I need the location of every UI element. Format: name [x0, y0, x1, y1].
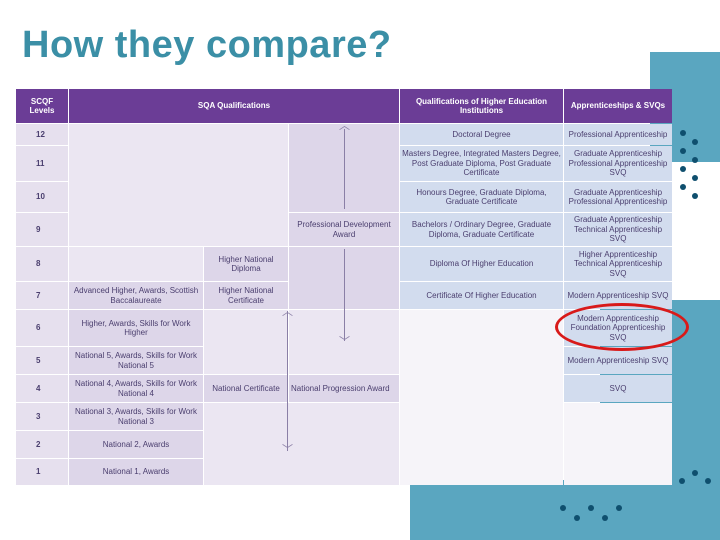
app-level8-cell: Higher Apprenticeship Technical Apprenti…	[564, 247, 672, 281]
sqa-hnc-cell: Higher National Certificate	[204, 282, 288, 309]
decorative-dot	[588, 505, 594, 511]
scqf-framework-table: SCQF Levels SQA Qualifications Qualifica…	[16, 89, 672, 485]
level-8: 8	[16, 247, 68, 281]
he-level12-cell: Doctoral Degree	[400, 124, 563, 145]
he-level10-cell: Honours Degree, Graduate Diploma, Gradua…	[400, 182, 563, 212]
level-5: 5	[16, 347, 68, 374]
header-higher-education: Qualifications of Higher Education Insti…	[400, 89, 563, 123]
sqa-level6-cell: Higher, Awards, Skills for Work Higher	[69, 310, 203, 346]
sqa-pda-cell: Professional Development Award	[289, 213, 399, 246]
level-9: 9	[16, 213, 68, 246]
sqa-hnd-cell: Higher National Diploma	[204, 247, 288, 281]
decorative-dot	[680, 184, 686, 190]
app-level11-cell: Graduate Apprenticeship Professional App…	[564, 146, 672, 181]
app-level5-cell: Modern Apprenticeship SVQ	[564, 347, 672, 374]
app-level12-cell: Professional Apprenticeship	[564, 124, 672, 145]
decorative-dot	[616, 505, 622, 511]
decorative-dot	[560, 505, 566, 511]
decorative-dot	[680, 166, 686, 172]
decorative-dot	[692, 157, 698, 163]
decorative-dot	[705, 478, 711, 484]
decorative-dot	[679, 478, 685, 484]
sqa-empty-l8	[69, 247, 203, 281]
sqa-level7-cell: Advanced Higher, Awards, Scottish Baccal…	[69, 282, 203, 309]
arrow-up-icon: ︿	[339, 120, 350, 132]
decorative-dot	[602, 515, 608, 521]
header-apprenticeships: Apprenticeships & SVQs	[564, 89, 672, 123]
he-level7-cell: Certificate Of Higher Education	[400, 282, 563, 309]
level-1: 1	[16, 459, 68, 485]
header-scqf-levels: SCQF Levels	[16, 89, 68, 123]
header-sqa-qualifications: SQA Qualifications	[69, 89, 399, 123]
level-7: 7	[16, 282, 68, 309]
he-level8-cell: Diploma Of Higher Education	[400, 247, 563, 281]
level-12: 12	[16, 124, 68, 145]
he-level9-cell: Bachelors / Ordinary Degree, Graduate Di…	[400, 213, 563, 246]
sqa-level3-cell: National 3, Awards, Skills for Work Nati…	[69, 403, 203, 430]
sqa-level4-cell: National 4, Awards, Skills for Work Nati…	[69, 375, 203, 402]
app-level10-cell: Graduate Apprenticeship Professional App…	[564, 182, 672, 212]
decorative-dot	[692, 193, 698, 199]
sqa-level5-cell: National 5, Awards, Skills for Work Nati…	[69, 347, 203, 374]
sqa-npa-cell: National Progression Award	[289, 375, 399, 402]
slide-title: How they compare?	[22, 24, 392, 66]
decorative-dot	[574, 515, 580, 521]
level-11: 11	[16, 146, 68, 181]
arrow-down-icon: ﹀	[339, 336, 350, 348]
sqa-empty-lower	[204, 403, 399, 485]
decorative-dot	[680, 148, 686, 154]
app-level9-cell: Graduate Apprenticeship Technical Appren…	[564, 213, 672, 246]
sqa-nc-cell: National Certificate	[204, 375, 288, 402]
level-3: 3	[16, 403, 68, 430]
decorative-dot	[692, 175, 698, 181]
app-empty-lower	[564, 403, 672, 485]
highlight-circle	[555, 303, 689, 351]
decorative-dot	[692, 470, 698, 476]
range-arrow-line	[287, 311, 288, 451]
decorative-dot	[692, 139, 698, 145]
level-6: 6	[16, 310, 68, 346]
sqa-empty-upper	[69, 124, 288, 246]
he-empty-lower	[400, 310, 563, 485]
range-arrow-line	[344, 249, 345, 341]
level-10: 10	[16, 182, 68, 212]
level-2: 2	[16, 431, 68, 458]
sqa-empty-l6	[204, 310, 288, 374]
decorative-dot	[680, 130, 686, 136]
he-level11-cell: Masters Degree, Integrated Masters Degre…	[400, 146, 563, 181]
sqa-level2-cell: National 2, Awards	[69, 431, 203, 458]
sqa-level1-cell: National 1, Awards	[69, 459, 203, 485]
app-level4-cell: SVQ	[564, 375, 672, 402]
range-arrow-line	[344, 129, 345, 209]
arrow-up-icon: ︿	[282, 306, 293, 318]
arrow-down-icon: ﹀	[282, 444, 293, 456]
level-4: 4	[16, 375, 68, 402]
